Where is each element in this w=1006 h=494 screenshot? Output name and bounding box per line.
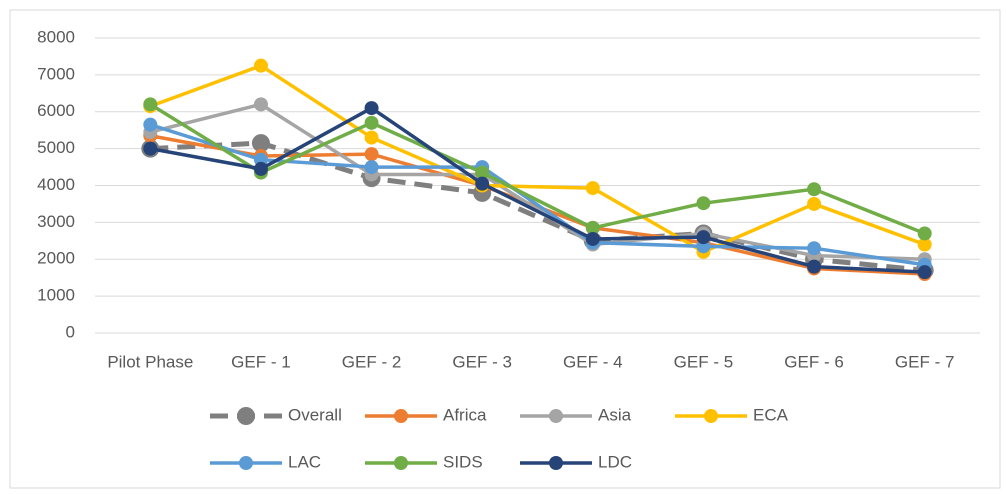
legend-marker [394,456,408,470]
data-point [696,230,711,245]
series-line [150,140,925,273]
data-point [585,220,600,235]
data-point [807,241,822,256]
y-tick-label: 5000 [37,138,75,157]
data-point [364,160,379,175]
data-point [364,130,379,145]
legend-marker [549,409,563,423]
chart-border [9,9,1001,489]
y-tick-label: 7000 [37,64,75,83]
x-tick-label: GEF - 5 [674,352,734,371]
series-line [149,63,926,254]
data-point [917,237,932,252]
y-tick-label: 1000 [37,286,75,305]
data-point [364,101,379,116]
data-point [253,58,268,73]
legend-label: Asia [598,405,632,424]
series-line [149,122,925,267]
data-point [143,117,158,132]
legend-label: Africa [443,405,487,424]
data-point [143,97,158,112]
data-point [364,147,379,162]
data-point [917,226,932,241]
data-point [807,196,822,211]
data-point [585,181,600,196]
y-tick-label: 2000 [37,249,75,268]
x-tick-label: GEF - 4 [563,352,623,371]
legend-label: LDC [598,452,632,471]
data-point [917,265,932,280]
data-point [807,182,822,197]
legend-label: Overall [288,405,342,424]
series-line [149,102,926,236]
y-tick-label: 4000 [37,175,75,194]
data-point [807,259,822,274]
x-tick-label: Pilot Phase [107,352,193,371]
x-tick-label: GEF - 3 [452,352,512,371]
legend-marker [704,409,718,423]
legend-label: SIDS [443,452,483,471]
data-point [475,165,490,180]
y-tick-label: 0 [66,322,75,341]
legend-marker [237,407,255,425]
x-tick-label: GEF - 1 [231,352,291,371]
x-tick-label: GEF - 6 [784,352,844,371]
data-point [253,161,268,176]
y-tick-label: 8000 [37,27,75,46]
x-tick-label: GEF - 7 [895,352,955,371]
data-point [364,115,379,130]
y-tick-label: 3000 [37,212,75,231]
data-point [475,176,490,191]
data-point [696,196,711,211]
legend-marker [239,456,253,470]
data-point [585,231,600,246]
data-point [253,97,268,112]
data-point [143,141,158,156]
legend-marker [394,409,408,423]
y-tick-label: 6000 [37,101,75,120]
legend-label: LAC [288,452,321,471]
data-point [251,134,270,153]
legend-label: ECA [753,405,789,424]
series-line [149,106,925,274]
legend-marker [549,456,563,470]
x-tick-label: GEF - 2 [342,352,402,371]
